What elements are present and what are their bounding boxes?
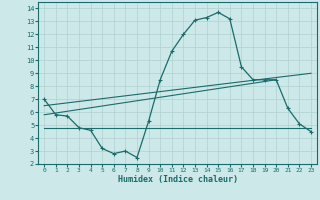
X-axis label: Humidex (Indice chaleur): Humidex (Indice chaleur) bbox=[118, 175, 238, 184]
